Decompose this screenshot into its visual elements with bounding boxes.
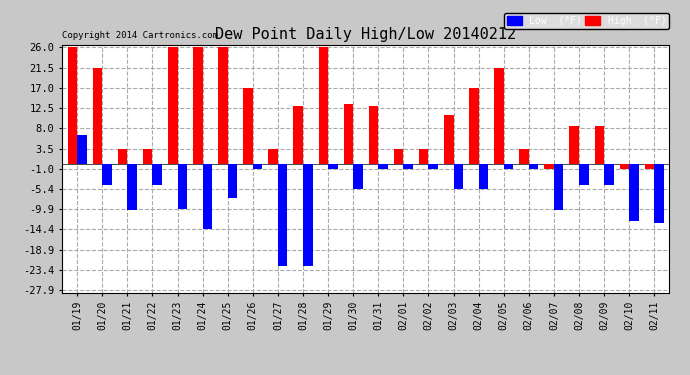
Bar bbox=[102, 165, 112, 185]
Bar bbox=[404, 165, 413, 169]
Bar bbox=[68, 47, 77, 165]
Bar bbox=[654, 165, 664, 223]
Bar bbox=[479, 165, 488, 189]
Legend: Low  (°F), High  (°F): Low (°F), High (°F) bbox=[504, 13, 669, 28]
Bar bbox=[579, 165, 589, 185]
Bar bbox=[419, 149, 428, 165]
Bar bbox=[453, 165, 463, 189]
Bar bbox=[428, 165, 438, 169]
Bar bbox=[520, 149, 529, 165]
Bar bbox=[319, 47, 328, 165]
Bar bbox=[604, 165, 613, 185]
Bar bbox=[143, 149, 152, 165]
Title: Dew Point Daily High/Low 20140212: Dew Point Daily High/Low 20140212 bbox=[215, 27, 516, 42]
Bar bbox=[444, 115, 453, 165]
Bar bbox=[193, 47, 203, 165]
Bar bbox=[620, 165, 629, 169]
Bar bbox=[128, 165, 137, 210]
Bar bbox=[544, 165, 554, 169]
Bar bbox=[118, 149, 128, 165]
Bar bbox=[595, 126, 604, 165]
Bar bbox=[394, 149, 404, 165]
Bar bbox=[152, 165, 162, 185]
Bar bbox=[644, 165, 654, 169]
Bar bbox=[529, 165, 538, 169]
Bar bbox=[293, 106, 303, 165]
Bar bbox=[228, 165, 237, 198]
Bar bbox=[177, 165, 187, 209]
Bar bbox=[278, 165, 288, 266]
Bar bbox=[344, 104, 353, 165]
Bar bbox=[168, 47, 177, 165]
Bar bbox=[494, 68, 504, 165]
Bar bbox=[268, 149, 278, 165]
Bar bbox=[378, 165, 388, 169]
Bar bbox=[244, 88, 253, 165]
Bar bbox=[353, 165, 363, 189]
Bar bbox=[629, 165, 639, 221]
Bar bbox=[203, 165, 212, 230]
Bar bbox=[92, 68, 102, 165]
Bar bbox=[218, 47, 228, 165]
Bar bbox=[253, 165, 262, 169]
Bar bbox=[328, 165, 337, 169]
Text: Copyright 2014 Cartronics.com: Copyright 2014 Cartronics.com bbox=[62, 31, 218, 40]
Bar bbox=[469, 88, 479, 165]
Bar bbox=[303, 165, 313, 266]
Bar bbox=[368, 106, 378, 165]
Bar bbox=[554, 165, 564, 210]
Bar bbox=[569, 126, 579, 165]
Bar bbox=[77, 135, 87, 165]
Bar bbox=[504, 165, 513, 169]
